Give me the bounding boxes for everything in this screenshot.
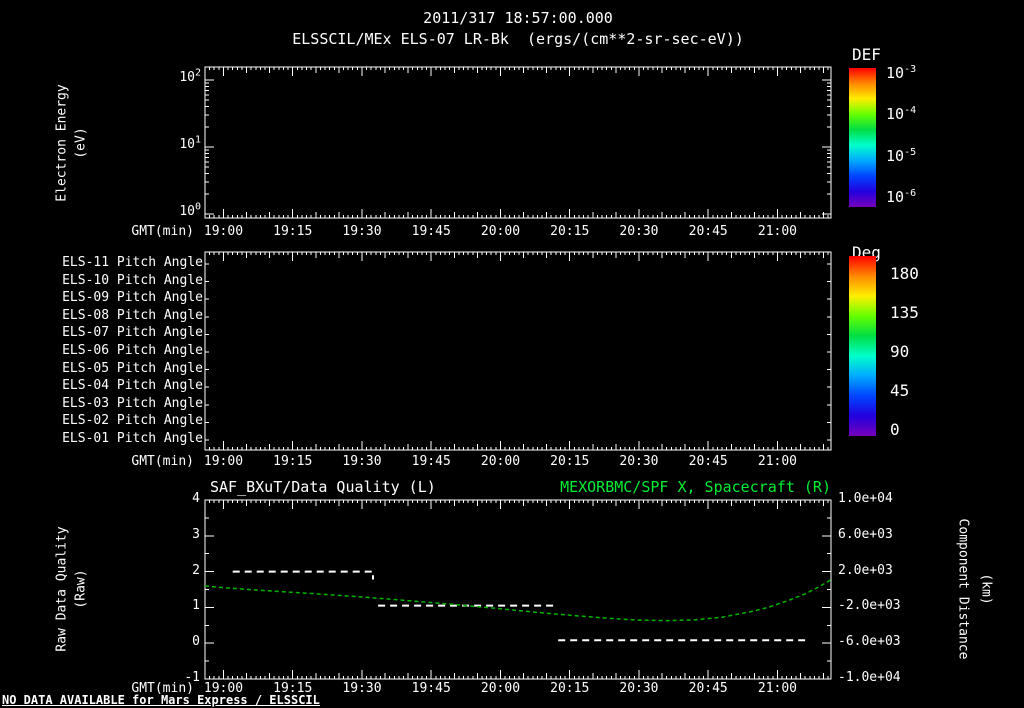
timestamp-title: 2011/317 18:57:00.000	[423, 9, 613, 27]
pitch-row-label: ELS-03 Pitch Angle	[62, 395, 203, 411]
x-tick-label: 19:30	[342, 224, 382, 239]
pitch-row-label: ELS-04 Pitch Angle	[62, 378, 203, 394]
x-tick-label: 19:45	[411, 454, 451, 469]
pitch-row-label: ELS-08 Pitch Angle	[62, 307, 203, 323]
x-tick-label: 20:15	[550, 454, 590, 469]
deg-colorbar-tick-label: 135	[890, 303, 919, 322]
x-tick-label: 20:45	[688, 224, 728, 239]
quality-ytick-label: -1	[184, 670, 200, 685]
distance-ytick-label: 2.0e+03	[838, 562, 893, 578]
distance-axis-title: Component Distance	[955, 518, 971, 660]
x-tick-label: 20:00	[480, 224, 521, 239]
x-tick-label: 20:00	[480, 681, 521, 696]
def-colorbar-tick-label: 10-6	[886, 187, 917, 206]
x-tick-label: 21:00	[757, 224, 798, 239]
x-tick-label: 19:15	[273, 454, 313, 469]
pitch-row-label: ELS-06 Pitch Angle	[62, 343, 203, 358]
no-data-message: NO DATA AVAILABLE for Mars Express / ELS…	[2, 693, 320, 707]
quality-panel-title-left: SAF_BXuT/Data Quality (L)	[210, 478, 436, 496]
def-colorbar-tick-label: 10-3	[886, 64, 917, 82]
x-tick-label: 20:45	[688, 681, 728, 696]
gmt-axis-label-energy: GMT(min)	[131, 224, 194, 239]
x-tick-label: 19:00	[203, 681, 244, 696]
pitch-row-label: ELS-02 Pitch Angle	[62, 413, 203, 429]
quality-ytick-label: 2	[192, 562, 200, 578]
pitch-row-label: ELS-05 Pitch Angle	[62, 360, 203, 376]
quality-axis-title: Raw Data Quality	[54, 526, 70, 652]
def-colorbar-tick-label: 10-4	[886, 105, 917, 124]
x-tick-label: 20:00	[480, 454, 521, 469]
deg-colorbar-tick-label: 180	[890, 264, 919, 283]
quality-ytick-label: 3	[192, 526, 200, 542]
energy-axis-units: (eV)	[73, 127, 89, 159]
deg-colorbar-tick-label: 90	[890, 342, 910, 361]
pitch-row-label: ELS-01 Pitch Angle	[62, 431, 203, 446]
pitch-row-label: ELS-10 Pitch Angle	[62, 272, 203, 288]
x-tick-label: 20:15	[550, 224, 590, 239]
energy-ytick-label: 102	[179, 67, 201, 85]
quality-ytick-label: 4	[192, 491, 200, 506]
quality-axis-units: (Raw)	[73, 569, 89, 609]
energy-axis-title: Electron Energy	[54, 84, 70, 202]
distance-ytick-label: 1.0e+04	[838, 491, 893, 506]
x-tick-label: 21:00	[757, 681, 798, 696]
x-tick-label: 20:15	[550, 681, 590, 696]
x-tick-label: 19:15	[273, 681, 313, 696]
x-tick-label: 19:30	[342, 454, 382, 469]
x-tick-label: 21:00	[757, 454, 798, 469]
x-tick-label: 20:45	[688, 454, 728, 469]
x-tick-label: 20:30	[619, 224, 659, 239]
plot-title: ELSSCIL/MEx ELS-07 LR-Bk (ergs/(cm**2-sr…	[292, 30, 744, 48]
distance-ytick-label: -1.0e+04	[838, 670, 901, 685]
distance-ytick-label: -6.0e+03	[838, 634, 901, 650]
pitch-row-label: ELS-09 Pitch Angle	[62, 290, 203, 306]
x-tick-label: 20:30	[619, 681, 659, 696]
pitch-row-label: ELS-07 Pitch Angle	[62, 325, 203, 341]
distance-ytick-label: -2.0e+03	[838, 598, 901, 614]
quality-ytick-label: 1	[192, 598, 200, 614]
def-colorbar-tick-label: 10-5	[886, 146, 917, 165]
pitch-row-label: ELS-11 Pitch Angle	[62, 255, 203, 270]
x-tick-label: 19:45	[411, 681, 451, 696]
distance-axis-units: (km)	[978, 573, 994, 605]
distance-ytick-label: 6.0e+03	[838, 526, 893, 542]
gmt-axis-label-pitch: GMT(min)	[131, 454, 194, 469]
deg-colorbar	[849, 256, 876, 436]
def-colorbar	[849, 68, 876, 207]
x-tick-label: 19:15	[273, 224, 313, 239]
quality-panel-title-right: MEXORBMC/SPF X, Spacecraft (R)	[560, 478, 831, 496]
gmt-axis-label-quality: GMT(min)	[131, 681, 194, 696]
def-colorbar-title: DEF	[852, 45, 881, 64]
energy-ytick-label: 101	[179, 134, 201, 152]
deg-colorbar-tick-label: 45	[890, 381, 910, 400]
energy-ytick-label: 100	[179, 201, 201, 219]
x-tick-label: 19:00	[203, 224, 244, 239]
x-tick-label: 19:45	[411, 224, 451, 239]
x-tick-label: 20:30	[619, 454, 659, 469]
x-tick-label: 19:30	[342, 681, 382, 696]
deg-colorbar-tick-label: 0	[890, 420, 900, 439]
quality-ytick-label: 0	[192, 634, 200, 650]
x-tick-label: 19:00	[203, 454, 244, 469]
